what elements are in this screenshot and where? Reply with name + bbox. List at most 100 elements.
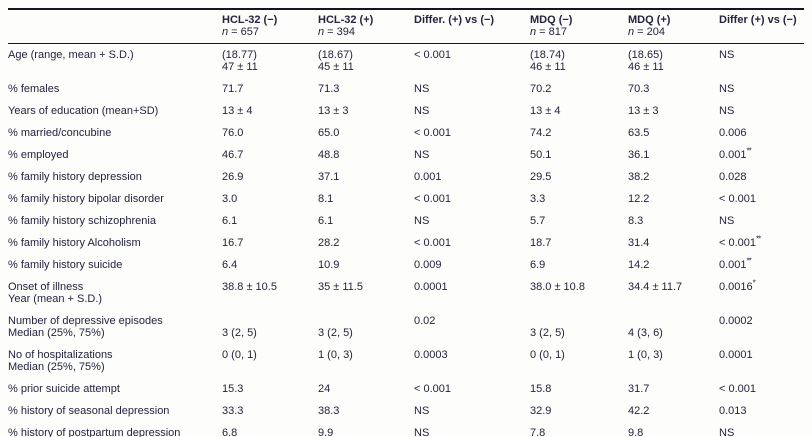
cell-line: NS <box>414 405 430 417</box>
value-cell: 14.2 <box>628 254 719 276</box>
cell-line: NS <box>414 83 430 95</box>
row-label: Years of education (mean+SD) <box>8 100 222 122</box>
value-cell: 71.3 <box>318 78 414 100</box>
cell-line: 6.8 <box>222 427 238 437</box>
cell-line: 18.7 <box>530 237 552 249</box>
cell-line: 70.3 <box>628 83 650 95</box>
cell-line: 26.9 <box>222 171 244 183</box>
cell-line: 6.1 <box>318 215 334 227</box>
significance-asterisk: ** <box>746 146 752 156</box>
cell-line: 13 ± 4 <box>222 105 253 117</box>
cell-line: Number of depressive episodes <box>8 315 163 327</box>
cell-line: % family history suicide <box>8 259 123 271</box>
value-cell: 3.3 <box>530 188 628 210</box>
cell-line: 0 (0, 1) <box>530 349 565 361</box>
value-cell: 8.1 <box>318 188 414 210</box>
cell-line: 48.8 <box>318 149 340 161</box>
cell-line: < 0.001 <box>414 193 452 205</box>
significance-asterisk: ** <box>756 234 761 244</box>
row-label: Age (range, mean + S.D.) <box>8 44 222 79</box>
value-cell: 29.5 <box>530 166 628 188</box>
value-cell: 36.1 <box>628 144 719 166</box>
cell-line: 3.3 <box>530 193 546 205</box>
value-cell: < 0.001** <box>719 232 804 254</box>
cell-line: 12.2 <box>628 193 650 205</box>
table-row: % family history schizophrenia 6.1 6.1 NS 5.… <box>8 210 804 232</box>
cell-line: 63.5 <box>628 127 650 139</box>
row-label-header <box>8 9 222 44</box>
cell-line: 0.013 <box>719 405 747 417</box>
cell-line: 0.0003 <box>414 349 448 361</box>
value-cell: 33.3 <box>222 400 318 422</box>
value-cell: 0.013 <box>719 400 804 422</box>
value-cell: < 0.001 <box>719 188 804 210</box>
cell-line: 34.4 ± 11.7 <box>628 281 683 293</box>
table-row: Years of education (mean+SD) 13 ± 4 13 ± 3… <box>8 100 804 122</box>
cell-line: Year (mean + S.D.) <box>8 293 103 305</box>
value-cell: 1 (0, 3) <box>318 344 414 378</box>
cell-line: 16.7 <box>222 237 244 249</box>
cell-line: NS <box>414 105 430 117</box>
cell-line: 46 ± 11 <box>530 61 566 73</box>
cell-line: 65.0 <box>318 127 340 139</box>
cell-line: 74.2 <box>530 127 552 139</box>
value-cell: 12.2 <box>628 188 719 210</box>
column-header-label: Differ (+) vs (−) <box>719 14 797 26</box>
value-cell: 0.001 <box>414 166 530 188</box>
table-row: Number of depressive episodes Median (25%… <box>8 310 804 344</box>
column-header: MDQ (+) n = 204 <box>628 9 719 44</box>
value-cell: 0.001** <box>719 144 804 166</box>
cell-line: Age (range, mean + S.D.) <box>8 49 134 61</box>
value-cell: NS <box>719 100 804 122</box>
value-cell: 15.3 <box>222 378 318 400</box>
cell-line: 31.4 <box>628 237 650 249</box>
value-cell: 13 ± 3 <box>628 100 719 122</box>
cell-line: NS <box>414 215 430 227</box>
cell-line: 50.1 <box>530 149 552 161</box>
cell-line: % history of postpartum depression <box>8 427 181 437</box>
cell-line: 38.2 <box>628 171 650 183</box>
cell-line: 1 (0, 3) <box>628 349 663 361</box>
value-cell: 13 ± 4 <box>530 100 628 122</box>
cell-line: % married/concubine <box>8 127 112 139</box>
value-cell: 7.8 <box>530 422 628 437</box>
value-cell: 63.5 <box>628 122 719 144</box>
cell-line: 0.0016* <box>719 278 756 293</box>
cell-line: 31.7 <box>628 383 650 395</box>
value-cell: 38.8 ± 10.5 <box>222 276 318 310</box>
cell-line: 45 ± 11 <box>318 61 354 73</box>
value-cell: NS <box>414 78 530 100</box>
table-row: % married/concubine 76.0 65.0 < 0.001 74.2 63… <box>8 122 804 144</box>
row-label: % family history bipolar disorder <box>8 188 222 210</box>
column-header: HCL-32 (+) n = 394 <box>318 9 414 44</box>
cell-line: 33.3 <box>222 405 244 417</box>
column-header-n: n = 657 <box>222 26 260 38</box>
table-row: % history of seasonal depression 33.3 38.3… <box>8 400 804 422</box>
column-header-n <box>414 26 526 38</box>
cell-line: 9.9 <box>318 427 334 437</box>
value-cell: 26.9 <box>222 166 318 188</box>
cell-line: NS <box>719 83 735 95</box>
cell-line: % family history bipolar disorder <box>8 193 164 205</box>
value-cell: 74.2 <box>530 122 628 144</box>
cell-line: % family history depression <box>8 171 142 183</box>
cell-line: 0 (0, 1) <box>222 349 257 361</box>
significance-asterisk: * <box>752 278 756 288</box>
cell-line: 37.1 <box>318 171 340 183</box>
cell-line: 70.2 <box>530 83 552 95</box>
value-cell: 6.1 <box>318 210 414 232</box>
cell-line: % family history Alcoholism <box>8 237 141 249</box>
cell-line: % history of seasonal depression <box>8 405 170 417</box>
value-cell: 6.4 <box>222 254 318 276</box>
value-cell: 34.4 ± 11.7 <box>628 276 719 310</box>
cell-line: No of hospitalizations <box>8 349 113 361</box>
value-cell: 1 (0, 3) <box>628 344 719 378</box>
value-cell: 0.028 <box>719 166 804 188</box>
cell-line: < 0.001 <box>414 383 452 395</box>
row-label: % history of postpartum depression <box>8 422 222 437</box>
cell-line: NS <box>719 49 735 61</box>
value-cell: NS <box>414 422 530 437</box>
table-header: HCL-32 (−) n = 657 HCL-32 (+) n = 394 Differ… <box>8 9 804 44</box>
cell-line: (18.74) <box>530 49 565 61</box>
table-row: % family history suicide 6.4 10.9 0.009 6.9 1… <box>8 254 804 276</box>
